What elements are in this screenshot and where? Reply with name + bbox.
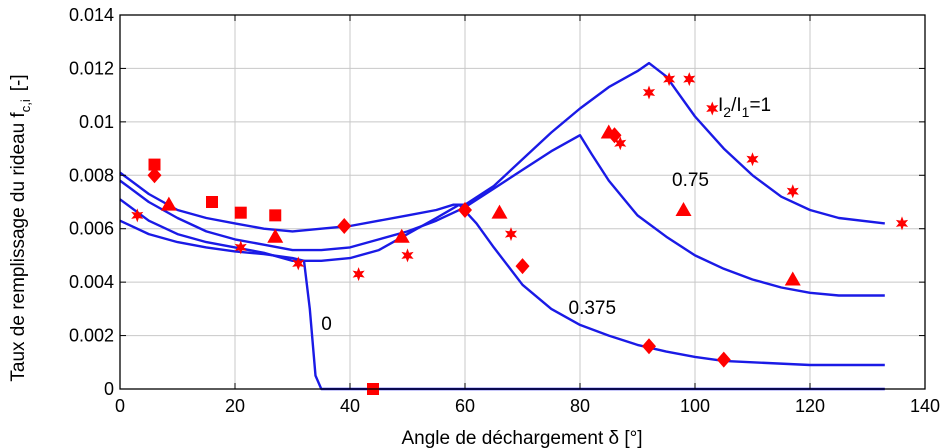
x-tick-label: 40 xyxy=(340,396,360,416)
star-marker xyxy=(234,240,247,255)
y-axis-label-main: Taux de remplissage du rideau f xyxy=(8,112,29,382)
curve-label: 0 xyxy=(321,314,332,335)
star-marker xyxy=(614,136,627,151)
x-tick-label: 0 xyxy=(115,396,125,416)
triangle-marker xyxy=(267,228,284,243)
x-tick-label: 140 xyxy=(910,396,940,416)
diamond-marker xyxy=(337,218,352,235)
square-marker xyxy=(234,206,247,219)
x-axis-label: Angle de déchargement δ [°] xyxy=(401,428,642,448)
plot-frame xyxy=(119,14,926,390)
x-tick-label: 120 xyxy=(795,396,825,416)
star-marker xyxy=(642,85,656,100)
star-marker xyxy=(401,248,414,263)
square-marker xyxy=(206,196,218,208)
star-marker xyxy=(352,267,365,282)
axis-ticks: 0 20 40 60 80 100 120 140 0 0.002 0.004 0.006 0.008 0… xyxy=(69,5,940,416)
y-tick-label: 0.01 xyxy=(79,112,114,132)
y-tick-label: 0.014 xyxy=(69,5,114,25)
square-marker xyxy=(148,158,161,171)
triangle-marker xyxy=(491,204,508,219)
curve-label: 0.75 xyxy=(672,170,709,191)
y-tick-label: 0.004 xyxy=(69,272,114,292)
triangle-marker xyxy=(784,271,801,286)
curve-label: I2/I1=1 xyxy=(718,95,771,120)
data-markers xyxy=(131,72,909,395)
series-line-0-75 xyxy=(119,134,885,297)
star-marker xyxy=(786,184,799,199)
y-tick-label: 0 xyxy=(104,379,114,399)
curve-label: 0.375 xyxy=(569,298,617,319)
diamond-marker xyxy=(716,351,731,368)
x-tick-label: 20 xyxy=(225,396,245,416)
star-marker xyxy=(131,208,144,223)
y-tick-label: 0.006 xyxy=(69,219,114,239)
star-marker xyxy=(706,101,719,116)
y-axis-label-sub: c,i xyxy=(18,99,33,112)
star-marker xyxy=(663,72,676,87)
star-marker xyxy=(683,72,696,87)
y-axis-label-unit: [-] xyxy=(8,74,29,91)
diamond-marker xyxy=(515,258,530,275)
x-tick-label: 80 xyxy=(570,396,590,416)
series-line-i2-i1-1 xyxy=(119,61,885,233)
star-marker xyxy=(504,227,518,242)
triangle-marker xyxy=(160,196,177,211)
triangle-marker xyxy=(393,228,410,243)
star-marker xyxy=(895,216,909,231)
diamond-marker xyxy=(458,202,472,219)
diamond-marker xyxy=(607,127,622,144)
square-marker xyxy=(269,209,282,222)
grid xyxy=(119,14,926,390)
x-tick-label: 100 xyxy=(680,396,710,416)
y-tick-label: 0.012 xyxy=(69,58,114,78)
diamond-marker xyxy=(642,338,656,355)
diamond-marker xyxy=(147,167,162,184)
y-tick-label: 0.002 xyxy=(69,326,114,346)
y-axis-label: Taux de remplissage du rideau fc,i [-] xyxy=(8,74,33,381)
star-marker xyxy=(746,152,759,167)
star-marker xyxy=(292,256,305,271)
curve-labels: I2/I1=1 0.75 0.375 0 xyxy=(321,95,771,335)
y-tick-label: 0.008 xyxy=(69,165,114,185)
svg-text:Taux de remplissage du rideau: Taux de remplissage du rideau fc,i [-] xyxy=(8,74,33,381)
x-tick-label: 60 xyxy=(455,396,475,416)
triangle-marker xyxy=(675,202,692,217)
